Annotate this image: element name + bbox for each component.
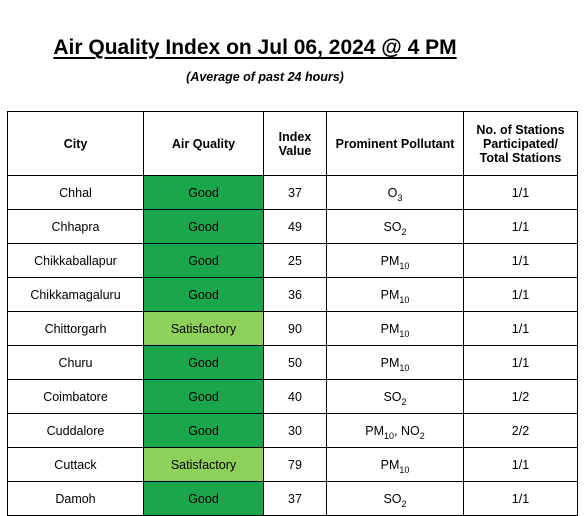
table-row: Chikkaballapur Good 25 PM10 1/1 [7,243,578,278]
stations-cell: 1/1 [463,481,578,516]
pollutant-subscript: 10 [399,464,410,475]
index-value-cell: 50 [263,345,327,380]
pollutant-cell: SO2 [326,379,464,414]
index-value-cell: 25 [263,243,327,278]
pollutant-cell: PM10 [326,447,464,482]
stations-cell: 1/2 [463,379,578,414]
table-row: Chikkamagaluru Good 36 PM10 1/1 [7,277,578,312]
stations-header-line3: Total Stations [479,150,562,165]
index-value-cell: 49 [263,209,327,244]
pollutant-formula: PM [380,457,400,472]
column-header-index-value: Index Value [263,111,327,176]
stations-header-line2: Participated/ [482,136,559,151]
pollutant-formula: SO [383,491,402,506]
index-header-line1: Index [278,129,312,144]
pollutant-cell: PM10 [326,311,464,346]
city-cell: Chikkamagaluru [7,277,144,312]
index-header-line2: Value [278,143,312,158]
pollutant-cell: PM10 [326,345,464,380]
pollutant-subscript: 2 [419,430,425,441]
city-cell: Chikkaballapur [7,243,144,278]
index-value-cell: 36 [263,277,327,312]
air-quality-cell: Good [143,175,264,210]
index-value-cell: 90 [263,311,327,346]
air-quality-cell: Satisfactory [143,447,264,482]
pollutant-separator: , [394,423,401,438]
city-cell: Coimbatore [7,379,144,414]
column-header-city: City [7,111,144,176]
column-header-stations: No. of Stations Participated/ Total Stat… [463,111,578,176]
pollutant-cell: SO2 [326,209,464,244]
table-body: Chhal Good 37 O3 1/1 Chhapra Good 49 SO2 1/1 Chikk… [7,175,578,516]
pollutant-subscript: 2 [401,498,407,509]
table-row: Cuttack Satisfactory 79 PM10 1/1 [7,447,578,482]
pollutant-subscript: 3 [397,192,403,203]
city-cell: Cuttack [7,447,144,482]
pollutant-formula: PM [380,355,400,370]
pollutant-subscript: 10 [399,260,410,271]
aqi-table: City Air Quality Index Value Prominent P… [7,111,578,516]
index-value-cell: 79 [263,447,327,482]
column-header-pollutant: Prominent Pollutant [326,111,464,176]
pollutant-subscript: 10 [399,294,410,305]
air-quality-cell: Good [143,277,264,312]
index-value-cell: 30 [263,413,327,448]
stations-header-line1: No. of Stations [476,122,565,137]
index-value-cell: 37 [263,481,327,516]
air-quality-cell: Good [143,209,264,244]
air-quality-cell: Good [143,413,264,448]
pollutant-subscript: 10 [399,328,410,339]
pollutant-cell: PM10, NO2 [326,413,464,448]
table-row: Chhal Good 37 O3 1/1 [7,175,578,210]
pollutant-subscript: 2 [401,396,407,407]
pollutant-subscript: 10 [384,430,395,441]
pollutant-cell: PM10 [326,243,464,278]
stations-cell: 1/1 [463,277,578,312]
pollutant-cell: SO2 [326,481,464,516]
stations-cell: 1/1 [463,345,578,380]
pollutant-formula: PM [365,423,384,438]
city-cell: Churu [7,345,144,380]
stations-cell: 1/1 [463,175,578,210]
city-cell: Chhal [7,175,144,210]
air-quality-cell: Satisfactory [143,311,264,346]
pollutant-subscript: 2 [401,226,407,237]
index-value-cell: 40 [263,379,327,414]
table-row: Churu Good 50 PM10 1/1 [7,345,578,380]
city-cell: Chhapra [7,209,144,244]
pollutant-formula: SO [383,219,402,234]
pollutant-formula: PM [380,321,400,336]
stations-cell: 1/1 [463,243,578,278]
air-quality-cell: Good [143,243,264,278]
pollutant-formula: PM [380,253,400,268]
table-row: Cuddalore Good 30 PM10, NO2 2/2 [7,413,578,448]
table-row: Chhapra Good 49 SO2 1/1 [7,209,578,244]
index-value-cell: 37 [263,175,327,210]
pollutant-cell: PM10 [326,277,464,312]
pollutant-cell: O3 [326,175,464,210]
pollutant-formula: SO [383,389,402,404]
pollutant-formula: PM [380,287,400,302]
pollutant-formula: NO [400,423,420,438]
pollutant-subscript: 10 [399,362,410,373]
pollutant-formula: O [387,185,398,200]
column-header-air-quality: Air Quality [143,111,264,176]
table-row: Chittorgarh Satisfactory 90 PM10 1/1 [7,311,578,346]
table-row: Coimbatore Good 40 SO2 1/2 [7,379,578,414]
air-quality-cell: Good [143,345,264,380]
air-quality-cell: Good [143,379,264,414]
stations-cell: 1/1 [463,209,578,244]
stations-cell: 1/1 [463,311,578,346]
table-row: Damoh Good 37 SO2 1/1 [7,481,578,516]
city-cell: Cuddalore [7,413,144,448]
city-cell: Chittorgarh [7,311,144,346]
stations-cell: 1/1 [463,447,578,482]
page-title: Air Quality Index on Jul 06, 2024 @ 4 PM [53,36,457,59]
air-quality-cell: Good [143,481,264,516]
page-subtitle: (Average of past 24 hours) [186,70,344,84]
stations-cell: 2/2 [463,413,578,448]
city-cell: Damoh [7,481,144,516]
table-header-row: City Air Quality Index Value Prominent P… [7,111,578,176]
